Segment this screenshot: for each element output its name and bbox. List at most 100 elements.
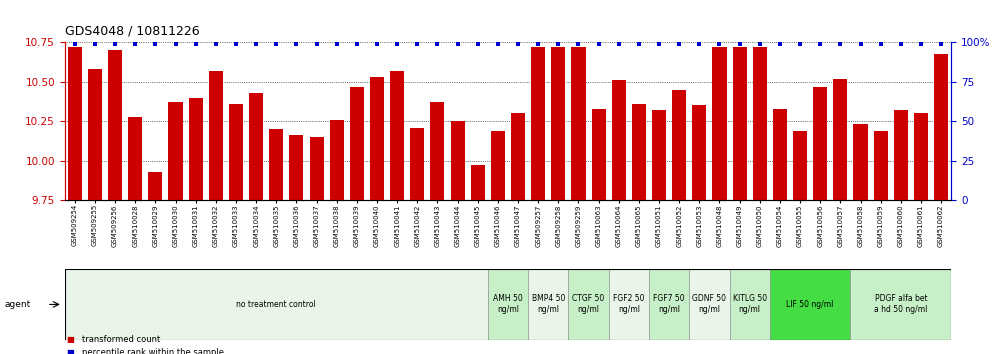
Text: no treatment control: no treatment control <box>236 300 316 309</box>
Bar <box>188 98 203 200</box>
Bar <box>851 269 951 340</box>
Text: AMH 50
ng/ml: AMH 50 ng/ml <box>493 295 523 314</box>
Point <box>167 41 183 47</box>
Point <box>370 41 385 47</box>
Point <box>772 41 788 47</box>
Text: CTGF 50
ng/ml: CTGF 50 ng/ml <box>573 295 605 314</box>
Bar <box>128 116 142 200</box>
Bar <box>893 110 908 200</box>
Point <box>913 41 929 47</box>
Bar <box>511 113 525 200</box>
Point <box>449 41 465 47</box>
Point <box>671 41 687 47</box>
Point <box>711 41 727 47</box>
Bar <box>934 53 948 200</box>
Bar <box>450 121 465 200</box>
Bar <box>229 104 243 200</box>
Bar <box>65 269 488 340</box>
Text: ■: ■ <box>67 335 75 344</box>
Point <box>551 41 567 47</box>
Bar <box>609 269 649 340</box>
Point <box>833 41 849 47</box>
Point <box>611 41 626 47</box>
Bar <box>612 80 625 200</box>
Text: agent: agent <box>5 300 31 309</box>
Bar <box>269 129 283 200</box>
Point <box>187 41 203 47</box>
Point <box>87 41 103 47</box>
Bar <box>68 47 82 200</box>
Text: ■: ■ <box>67 348 75 354</box>
Bar <box>491 131 505 200</box>
Bar <box>572 47 586 200</box>
Point <box>208 41 224 47</box>
Text: LIF 50 ng/ml: LIF 50 ng/ml <box>787 300 834 309</box>
Text: transformed count: transformed count <box>82 335 160 344</box>
Bar <box>569 269 609 340</box>
Bar <box>649 269 689 340</box>
Bar <box>692 105 706 200</box>
Point <box>248 41 264 47</box>
Bar <box>350 87 364 200</box>
Point <box>872 41 888 47</box>
Point <box>470 41 486 47</box>
Bar <box>370 77 384 200</box>
Point <box>490 41 506 47</box>
Bar <box>652 110 666 200</box>
Point <box>571 41 587 47</box>
Text: BMP4 50
ng/ml: BMP4 50 ng/ml <box>532 295 565 314</box>
Bar <box>770 269 851 340</box>
Point <box>591 41 607 47</box>
Point <box>349 41 365 47</box>
Bar <box>108 50 123 200</box>
Bar <box>834 79 848 200</box>
Text: GDNF 50
ng/ml: GDNF 50 ng/ml <box>692 295 726 314</box>
Text: percentile rank within the sample: percentile rank within the sample <box>82 348 224 354</box>
Text: PDGF alfa bet
a hd 50 ng/ml: PDGF alfa bet a hd 50 ng/ml <box>874 295 927 314</box>
Bar <box>631 104 646 200</box>
Bar <box>689 269 729 340</box>
Bar <box>88 69 102 200</box>
Bar <box>430 102 444 200</box>
Bar <box>390 71 404 200</box>
Bar <box>330 120 344 200</box>
Point <box>732 41 748 47</box>
Point <box>127 41 143 47</box>
Point <box>329 41 345 47</box>
Point <box>892 41 908 47</box>
Bar <box>712 47 726 200</box>
Point <box>691 41 707 47</box>
Point <box>853 41 869 47</box>
Point <box>510 41 526 47</box>
Point <box>268 41 284 47</box>
Text: GDS4048 / 10811226: GDS4048 / 10811226 <box>65 25 199 38</box>
Text: FGF2 50
ng/ml: FGF2 50 ng/ml <box>614 295 644 314</box>
Bar <box>793 131 807 200</box>
Point <box>651 41 667 47</box>
Point <box>409 41 425 47</box>
Point <box>67 41 83 47</box>
Bar <box>773 109 787 200</box>
Bar <box>854 124 868 200</box>
Bar <box>310 137 324 200</box>
Bar <box>488 269 528 340</box>
Point <box>309 41 325 47</box>
Point <box>147 41 163 47</box>
Point <box>389 41 405 47</box>
Bar <box>168 102 182 200</box>
Point <box>813 41 829 47</box>
Point <box>792 41 808 47</box>
Point <box>228 41 244 47</box>
Point <box>108 41 124 47</box>
Bar <box>753 47 767 200</box>
Bar <box>551 47 566 200</box>
Bar <box>914 113 928 200</box>
Point <box>530 41 546 47</box>
Point <box>752 41 768 47</box>
Text: FGF7 50
ng/ml: FGF7 50 ng/ml <box>653 295 685 314</box>
Text: KITLG 50
ng/ml: KITLG 50 ng/ml <box>733 295 767 314</box>
Bar <box>410 127 424 200</box>
Bar <box>249 93 263 200</box>
Point <box>429 41 445 47</box>
Bar <box>729 269 770 340</box>
